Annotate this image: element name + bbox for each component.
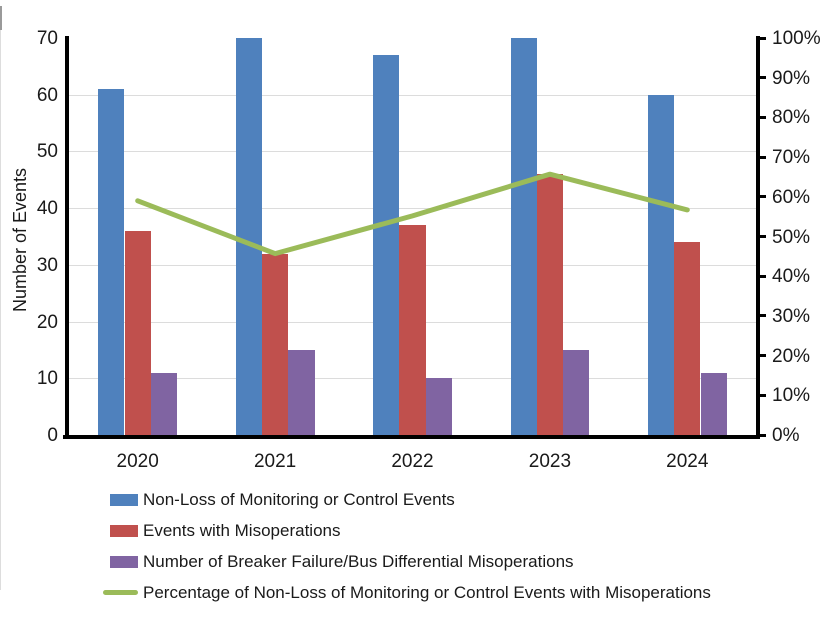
right-tick-label-40pct: 40%	[772, 266, 811, 288]
right-tick-mark-100pct	[758, 36, 766, 40]
right-tick-mark-20pct	[758, 354, 766, 358]
gridline-60	[69, 94, 756, 96]
legend-bar-swatch-icon	[110, 493, 138, 506]
bar-2022-series1	[373, 55, 400, 435]
right-tick-mark-50pct	[758, 235, 766, 238]
right-tick-mark-90pct	[758, 76, 766, 80]
right-tick-label-10pct: 10%	[772, 385, 811, 407]
legend-label: Events with Misoperations	[143, 520, 341, 540]
right-tick-label-30pct: 30%	[772, 305, 811, 327]
right-tick-mark-30pct	[758, 314, 766, 318]
bar-2021-series1	[235, 38, 262, 435]
right-tick-mark-60pct	[758, 195, 766, 199]
category-label-2024: 2024	[666, 451, 709, 472]
chart-legend: Non-Loss of Monitoring or Control Events…	[103, 489, 711, 613]
bar-2023-series1	[510, 38, 537, 435]
right-tick-mark-0pct	[758, 433, 766, 437]
right-tick-mark-80pct	[758, 115, 766, 119]
legend-label: Non-Loss of Monitoring or Control Events	[143, 489, 455, 509]
left-edge-artifact-dark	[0, 6, 2, 30]
left-axis-title: Number of Events	[10, 167, 30, 313]
left-axis-line	[65, 36, 69, 439]
right-tick-label-80pct: 80%	[772, 107, 811, 129]
left-tick-label-0: 0	[47, 425, 58, 446]
category-label-2020: 2020	[116, 451, 159, 472]
category-label-2021: 2021	[253, 451, 297, 472]
legend-item-4: Percentage of Non-Loss of Monitoring or …	[103, 582, 711, 603]
left-tick-label-50: 50	[36, 141, 58, 163]
right-tick-label-70pct: 70%	[772, 147, 811, 169]
right-tick-mark-40pct	[758, 274, 766, 278]
left-edge-artifact-light	[0, 30, 1, 590]
left-tick-label-30: 30	[36, 254, 58, 276]
left-tick-label-70: 70	[36, 28, 58, 49]
bar-2020-series2	[124, 230, 151, 435]
bar-2021-series3	[288, 349, 315, 435]
bar-2024-series2	[674, 242, 701, 435]
bar-2022-series2	[399, 225, 426, 435]
right-tick-label-20pct: 20%	[772, 345, 811, 367]
legend-item-2: Events with Misoperations	[103, 520, 711, 541]
right-tick-label-100pct: 100%	[772, 28, 821, 49]
bar-2024-series1	[647, 94, 675, 435]
gridline-50	[69, 151, 756, 153]
category-label-2023: 2023	[528, 451, 572, 472]
legend-label: Percentage of Non-Loss of Monitoring or …	[143, 582, 711, 602]
bar-2024-series3	[700, 372, 727, 435]
right-tick-label-50pct: 50%	[772, 226, 811, 248]
legend-bar-swatch-icon	[110, 555, 138, 568]
right-tick-label-0pct: 0%	[772, 425, 800, 446]
bar-2023-series2	[536, 174, 564, 435]
category-label-2022: 2022	[391, 451, 434, 472]
legend-label: Number of Breaker Failure/Bus Differenti…	[143, 551, 574, 571]
bar-2023-series3	[563, 349, 590, 435]
bar-2020-series3	[150, 372, 178, 435]
legend-item-1: Non-Loss of Monitoring or Control Events	[103, 489, 711, 510]
left-tick-label-60: 60	[36, 84, 58, 106]
right-tick-mark-70pct	[758, 155, 766, 159]
bar-2021-series2	[262, 253, 289, 435]
legend-item-3: Number of Breaker Failure/Bus Differenti…	[103, 551, 711, 572]
left-tick-label-10: 10	[36, 368, 58, 390]
legend-line-swatch-icon	[103, 590, 138, 595]
left-tick-label-40: 40	[36, 198, 58, 220]
left-tick-label-20: 20	[36, 311, 58, 333]
bar-2022-series3	[425, 378, 452, 435]
right-tick-label-90pct: 90%	[772, 67, 811, 89]
right-tick-label-60pct: 60%	[772, 186, 811, 208]
bottom-axis-line	[63, 435, 760, 439]
legend-bar-swatch-icon	[110, 524, 138, 537]
bar-2020-series1	[98, 89, 125, 435]
right-tick-mark-10pct	[758, 393, 766, 397]
